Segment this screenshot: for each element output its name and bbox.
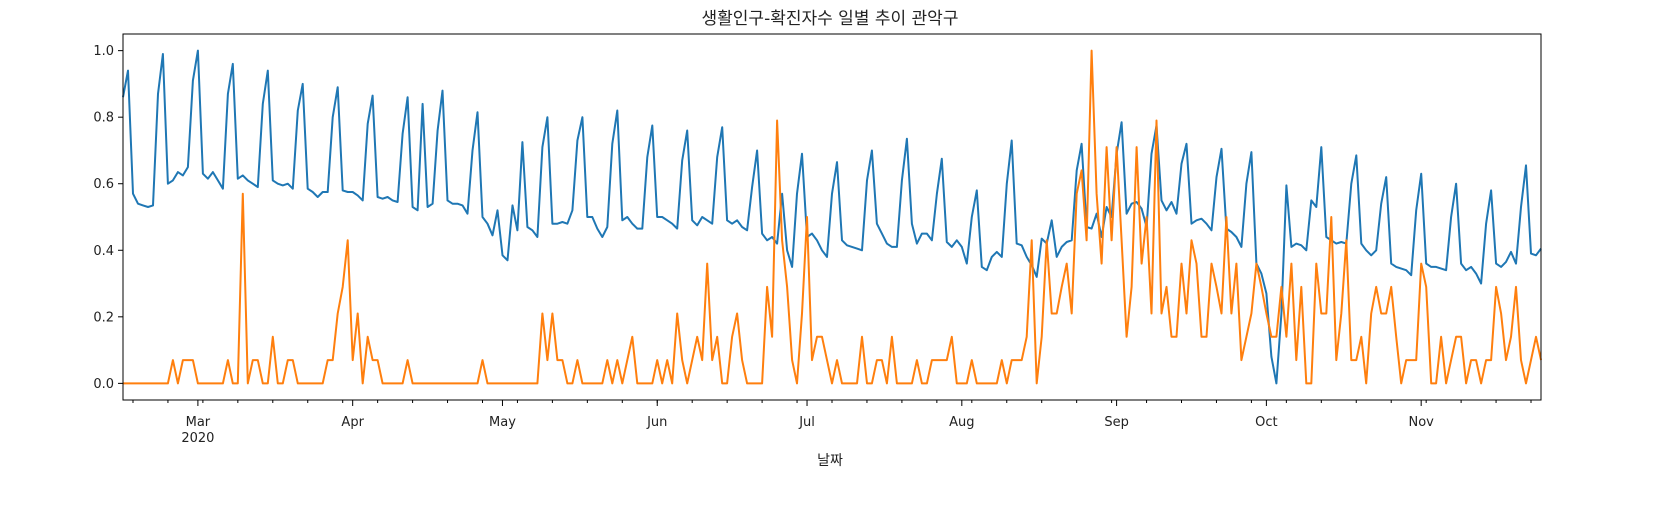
x-tick-label: Mar bbox=[186, 415, 211, 430]
y-tick-label: 1.0 bbox=[93, 44, 114, 59]
x-tick-label: Nov bbox=[1408, 415, 1434, 430]
x-axis-label: 날짜 bbox=[817, 453, 843, 469]
y-tick-label: 0.2 bbox=[93, 310, 114, 325]
x-tick-label: Oct bbox=[1255, 415, 1277, 430]
x-tick-label: Aug bbox=[949, 415, 974, 430]
y-tick-label: 0.8 bbox=[93, 111, 114, 126]
series-line-2 bbox=[123, 49, 1542, 385]
y-tick-label: 0.0 bbox=[93, 377, 114, 392]
y-axis: 0.0 0.2 0.4 0.6 0.8 1.0 bbox=[93, 44, 123, 392]
x-tick-label: Jun bbox=[646, 415, 667, 430]
chart-title: 생활인구-확진자수 일별 추이 관악구 bbox=[702, 9, 959, 29]
series-layer bbox=[122, 49, 1542, 385]
x-tick-label: May bbox=[489, 415, 516, 430]
x-tick-sublabel: 2020 bbox=[181, 431, 214, 446]
y-tick-label: 0.4 bbox=[93, 244, 114, 259]
y-tick-label: 0.6 bbox=[93, 177, 114, 192]
x-tick-label: Jul bbox=[798, 415, 815, 430]
series-line-1 bbox=[122, 49, 1542, 385]
plot-frame bbox=[122, 33, 1542, 401]
x-tick-label: Sep bbox=[1104, 415, 1129, 430]
x-tick-label: Apr bbox=[341, 415, 364, 430]
